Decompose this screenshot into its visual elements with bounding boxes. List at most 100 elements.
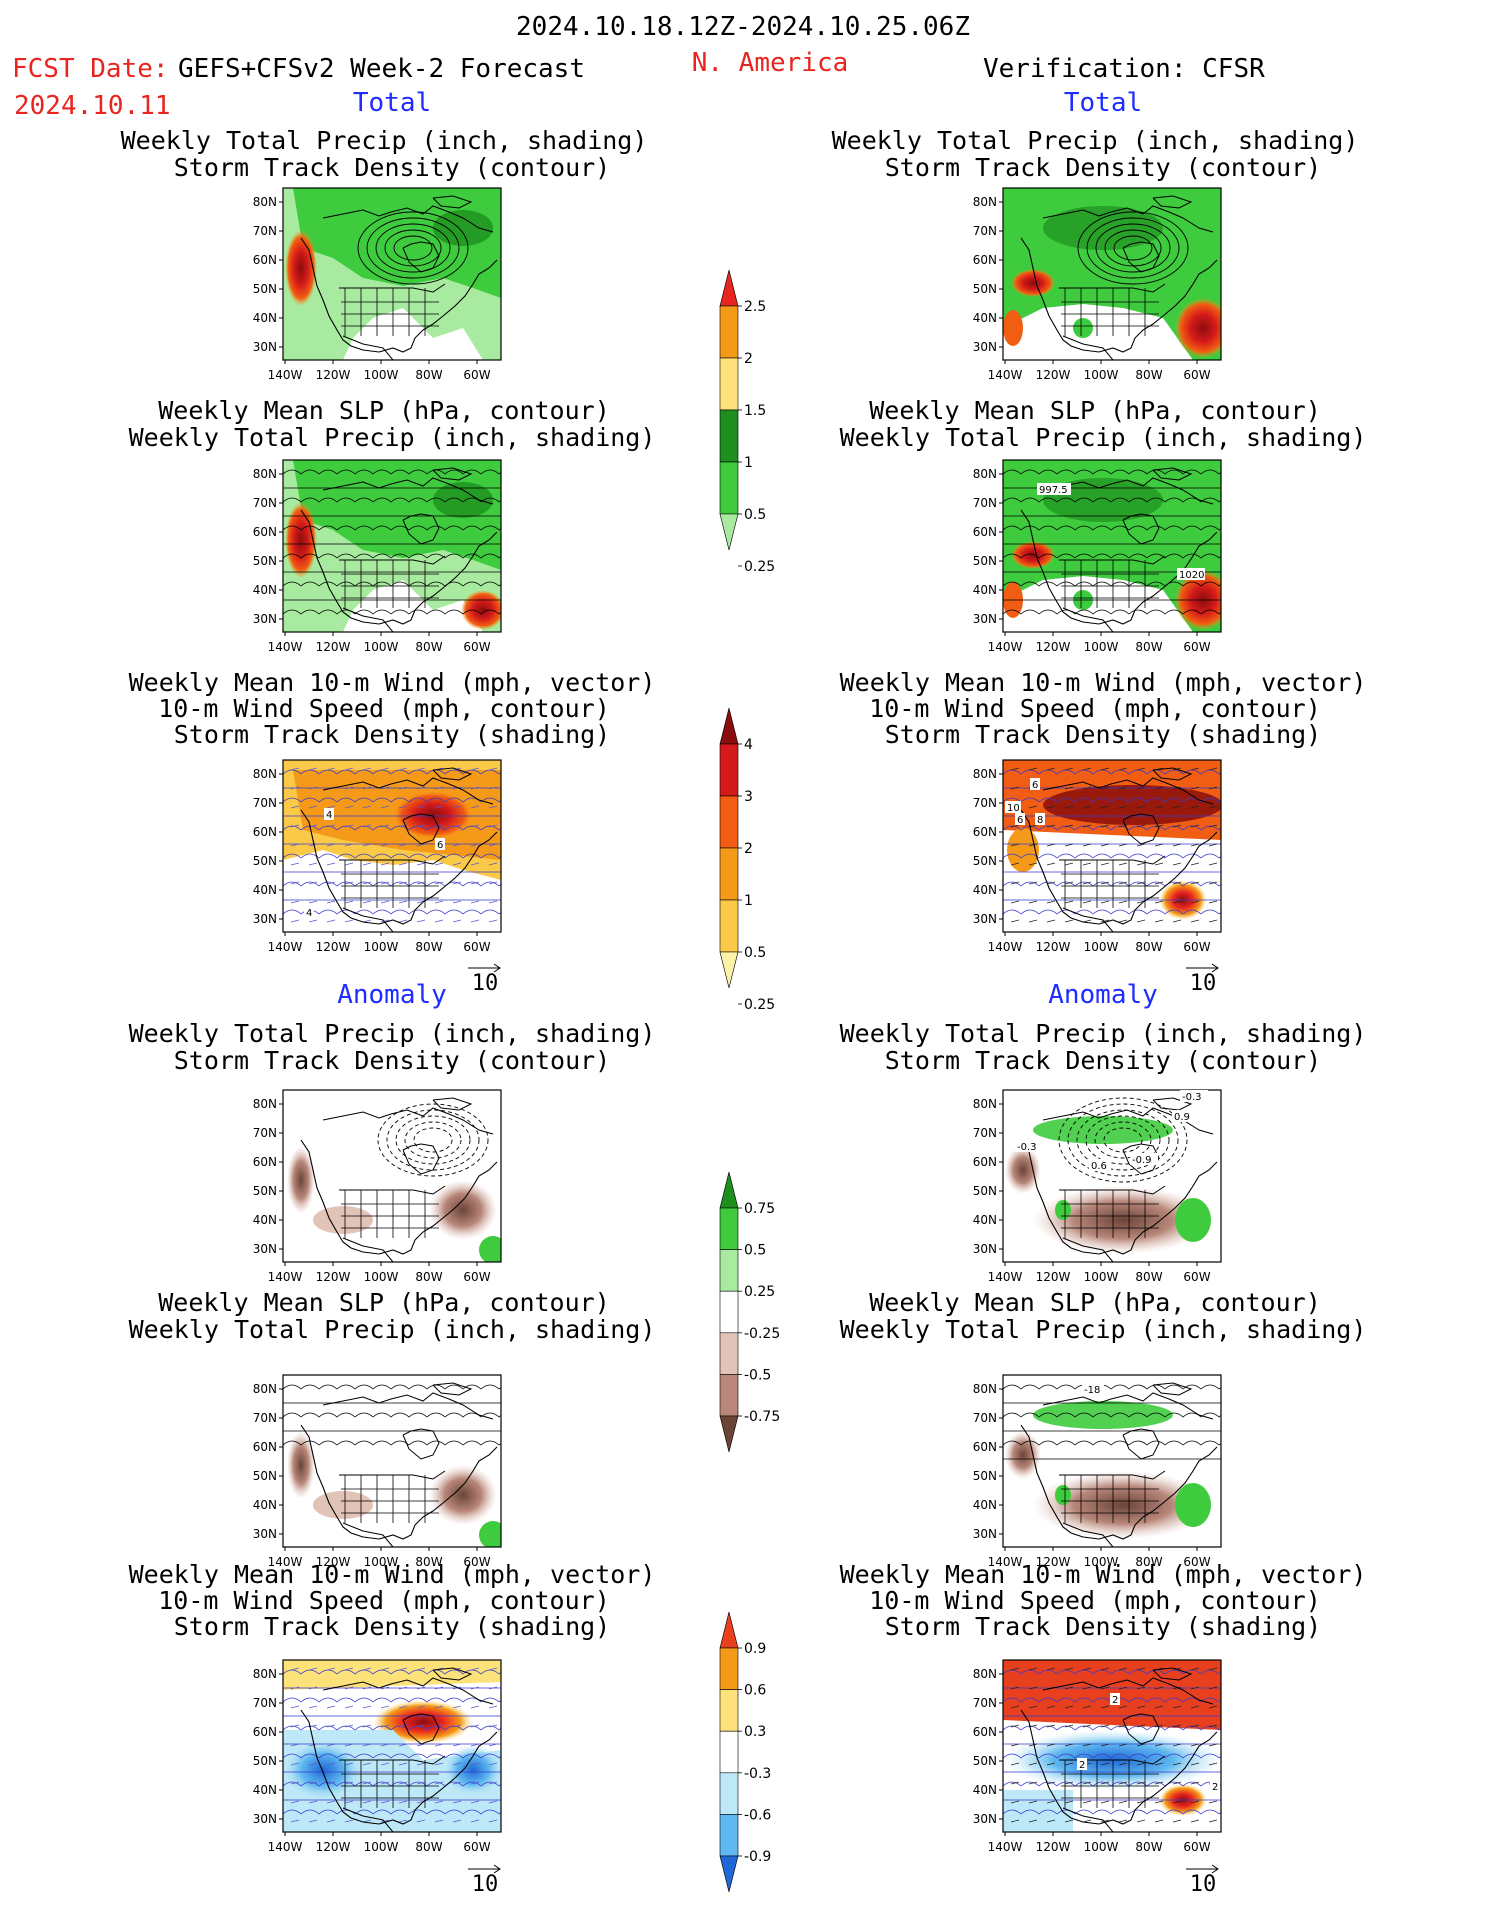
wind-vector	[416, 1667, 426, 1671]
wind-vector	[308, 862, 318, 866]
colorbar-label: 1	[744, 893, 753, 909]
hudson-bay	[402, 1713, 440, 1745]
wind-vector	[1208, 786, 1218, 790]
wind-vector	[1190, 1667, 1200, 1671]
precip-surplus-small	[1055, 1200, 1071, 1220]
map-panel-fcst-total-slp: 80N 70N 60N 50N 40N 30N 140W 120W 100W 80W 60W	[253, 459, 502, 654]
lat-label: 60N	[973, 825, 997, 839]
slp-anomaly-contour	[283, 1440, 501, 1446]
wind-vector	[362, 862, 372, 866]
wind-vector	[1172, 881, 1182, 885]
slp-contour	[283, 609, 501, 615]
wind-vector	[362, 1800, 372, 1804]
map-frame	[282, 187, 502, 361]
wind-vector	[1172, 805, 1182, 809]
wind-vector	[1172, 862, 1182, 866]
arctic-coastline	[322, 777, 494, 805]
colorbar-segment	[719, 1772, 739, 1815]
vector-reference-arrow-head	[493, 963, 501, 973]
wind-vector	[398, 843, 408, 847]
title-fcst-wind-l1: Weekly Mean 10-m Wind (mph, vector)	[128, 668, 656, 697]
wind-vector	[1154, 862, 1164, 866]
lat-label: 40N	[253, 883, 277, 897]
wind-vector	[434, 862, 444, 866]
lat-label: 60N	[973, 1725, 997, 1739]
lon-label: 60W	[463, 1270, 490, 1284]
wind-vector	[1082, 824, 1092, 828]
mexico-coast	[1062, 335, 1114, 360]
wind-vector	[1118, 1667, 1128, 1671]
wind-speed-contour	[283, 1697, 501, 1703]
lat-label: 30N	[253, 340, 277, 354]
lat-label: 40N	[973, 1213, 997, 1227]
wind-vector	[470, 1743, 480, 1747]
precip-deficit-light	[313, 1206, 373, 1234]
hudson-bay	[1122, 241, 1160, 273]
wind-vector	[1154, 805, 1164, 809]
wind-vector	[344, 843, 354, 847]
wind-vector	[290, 1705, 300, 1709]
wind-speed-contour	[283, 825, 501, 831]
wind-vector	[1064, 862, 1074, 866]
colorbar-segment	[719, 1249, 739, 1292]
wind-vector	[1028, 805, 1038, 809]
wind-vector	[470, 786, 480, 790]
wind-vector	[434, 1762, 444, 1766]
wind-vector	[1046, 1762, 1056, 1766]
wind-vector	[1028, 1686, 1038, 1690]
wind-vector	[1208, 919, 1218, 923]
wind-vector	[326, 1819, 336, 1823]
wind-vector	[1082, 1705, 1092, 1709]
lat-label: 40N	[973, 1498, 997, 1512]
colorbar-label: -0.25	[744, 1326, 780, 1342]
map-panel-fcst-total-precip: 80N 70N 60N 50N 40N 30N 140W 120W 100W 80W 60W	[253, 187, 502, 382]
wind-vector	[488, 900, 498, 904]
lat-label: 50N	[973, 1754, 997, 1768]
vector-reference-arrow-head	[493, 1864, 501, 1874]
wind-vector	[344, 1819, 354, 1823]
wind-vector	[326, 1743, 336, 1747]
precip-max-northwest	[1011, 541, 1055, 569]
wind-vector	[308, 805, 318, 809]
lon-label: 60W	[463, 640, 490, 654]
title-fcst-anom-wind-l2: 10-m Wind Speed (mph, contour)	[158, 1586, 610, 1615]
storm-anomaly-contour	[1076, 1109, 1170, 1171]
map-panel-obs-total-precip: 80N 70N 60N 50N 40N 30N 140W 120W 100W 80W 60W	[973, 187, 1222, 382]
wind-vector	[1010, 1667, 1020, 1671]
lat-label: 70N	[973, 1411, 997, 1425]
lat-label: 40N	[973, 311, 997, 325]
wind-vector	[290, 767, 300, 771]
arctic-islands	[432, 195, 473, 209]
wind-vector	[470, 1781, 480, 1785]
wind-vector	[1064, 900, 1074, 904]
wind-vector	[1028, 1743, 1038, 1747]
wind-vector	[470, 1705, 480, 1709]
wind-vector	[1046, 1667, 1056, 1671]
lon-label: 140W	[268, 940, 303, 954]
coastline	[300, 1139, 498, 1255]
colorbar-label: -0.75	[744, 1409, 780, 1425]
wind-vector	[1190, 1762, 1200, 1766]
wind-vector	[1154, 786, 1164, 790]
contour-label-bg	[1089, 1159, 1111, 1171]
precip-max-northwest	[1011, 269, 1055, 297]
wind-vector	[1028, 1667, 1038, 1671]
lat-label: 60N	[973, 253, 997, 267]
wind-vector	[1010, 1705, 1020, 1709]
date-range-title: 2024.10.18.12Z-2024.10.25.06Z	[516, 12, 970, 42]
lat-label: 60N	[253, 253, 277, 267]
wind-vector	[1010, 767, 1020, 771]
lat-label: 60N	[973, 525, 997, 539]
precip-pacific	[1003, 310, 1023, 346]
lat-label: 50N	[253, 554, 277, 568]
wind-vector	[1118, 862, 1128, 866]
title-obs-anom-slp-l1: Weekly Mean SLP (hPa, contour)	[869, 1288, 1321, 1317]
wind-vector	[326, 1800, 336, 1804]
wind-vector	[344, 862, 354, 866]
map-area	[283, 188, 501, 360]
colorbar-segment	[719, 305, 739, 359]
wind-vector	[1190, 862, 1200, 866]
contour-label: 6	[437, 840, 443, 851]
wind-vector	[1064, 786, 1074, 790]
slp-contour	[283, 525, 501, 531]
